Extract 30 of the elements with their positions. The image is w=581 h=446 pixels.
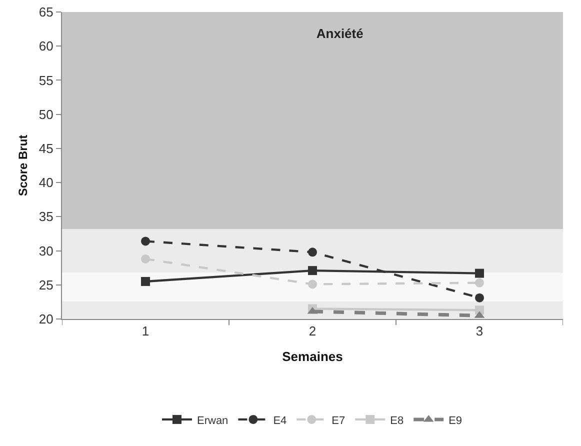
x-tick-label: 2 <box>308 324 316 339</box>
y-axis-title: Score Brut <box>16 134 30 196</box>
point <box>475 278 484 288</box>
point <box>308 266 317 276</box>
y-tick-label: 25 <box>38 277 54 292</box>
y-tick-label: 30 <box>38 243 54 258</box>
point <box>141 276 150 286</box>
y-tick-label: 50 <box>38 106 54 122</box>
legend-label: E4 <box>273 414 287 427</box>
legend-label: E9 <box>448 414 462 427</box>
x-axis-title: Semaines <box>282 349 343 364</box>
point <box>475 293 484 302</box>
x-tick-label: 1 <box>142 324 150 339</box>
point <box>308 280 317 289</box>
y-tick-label: 65 <box>38 4 54 20</box>
point <box>475 268 484 278</box>
legend-label: E7 <box>332 414 346 427</box>
y-tick-label: 60 <box>38 38 54 54</box>
text: Anxiété <box>316 26 364 42</box>
legend-label: E8 <box>390 414 404 427</box>
x-tick-label: 3 <box>476 324 484 339</box>
y-tick-label: 35 <box>38 209 54 224</box>
y-tick-label: 45 <box>38 140 54 156</box>
y-tick-label: 55 <box>38 72 54 88</box>
point <box>141 254 150 264</box>
legend-label: Erwan <box>197 414 228 427</box>
point <box>141 236 150 246</box>
y-tick-label: 40 <box>38 175 54 190</box>
point <box>308 248 317 257</box>
y-tick-label: 20 <box>38 312 54 327</box>
